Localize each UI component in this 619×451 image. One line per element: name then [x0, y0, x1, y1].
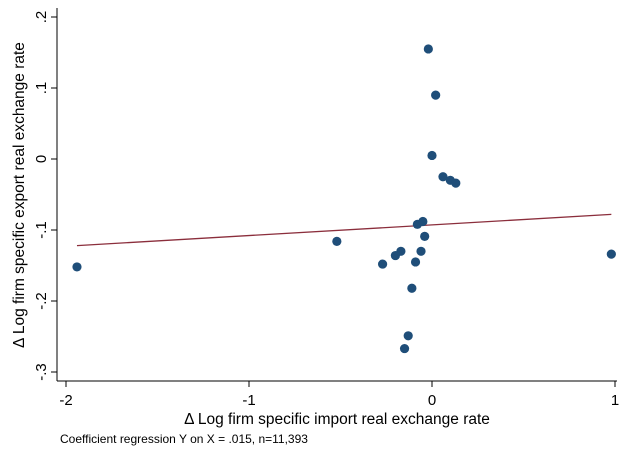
data-point-0	[72, 262, 82, 272]
data-point-6	[399, 343, 410, 354]
y-ticks: -.3 -.2 -.1 0 .1 .2	[33, 11, 57, 381]
data-point-14	[427, 150, 437, 161]
data-point-13	[423, 44, 433, 54]
data-point-19	[606, 249, 616, 259]
y-tick-label-5: .2	[33, 11, 50, 24]
y-tick-label-0: -.3	[33, 363, 50, 381]
y-axis-title: Δ Log firm specific export real exchange…	[11, 42, 28, 348]
data-point-8	[410, 257, 421, 267]
data-point-4	[396, 246, 406, 256]
fitted-regression-line	[76, 213, 612, 247]
data-point-5	[403, 331, 413, 341]
data-point-15	[431, 90, 441, 100]
regression-note: Coefficient regression Y on X = .015, n=…	[60, 432, 308, 446]
x-ticks: -2 -1 0 1	[59, 381, 619, 409]
plot-area: -2 -1 0 1 -.3 -.2 -.1 0 .1 .2	[33, 8, 619, 409]
x-tick-label-3: 1	[611, 392, 619, 409]
x-axis-title: Δ Log firm specific import real exchange…	[184, 411, 490, 428]
data-point-10	[416, 246, 426, 256]
fit-line-layer	[76, 213, 612, 247]
data-point-1	[332, 236, 342, 246]
x-tick-label-2: 0	[428, 392, 436, 409]
x-tick-label-1: -1	[242, 392, 255, 409]
data-point-18	[451, 178, 461, 188]
x-tick-label-0: -2	[59, 392, 72, 409]
data-point-2	[377, 259, 388, 269]
data-point-11	[418, 216, 428, 227]
data-point-12	[420, 231, 430, 241]
y-tick-label-1: -.2	[33, 292, 50, 310]
data-point-16	[438, 172, 448, 182]
data-point-7	[407, 283, 417, 293]
y-tick-label-2: -.1	[33, 221, 50, 239]
y-tick-label-4: .1	[33, 82, 50, 95]
y-tick-label-3: 0	[33, 155, 50, 163]
data-points	[72, 44, 616, 354]
